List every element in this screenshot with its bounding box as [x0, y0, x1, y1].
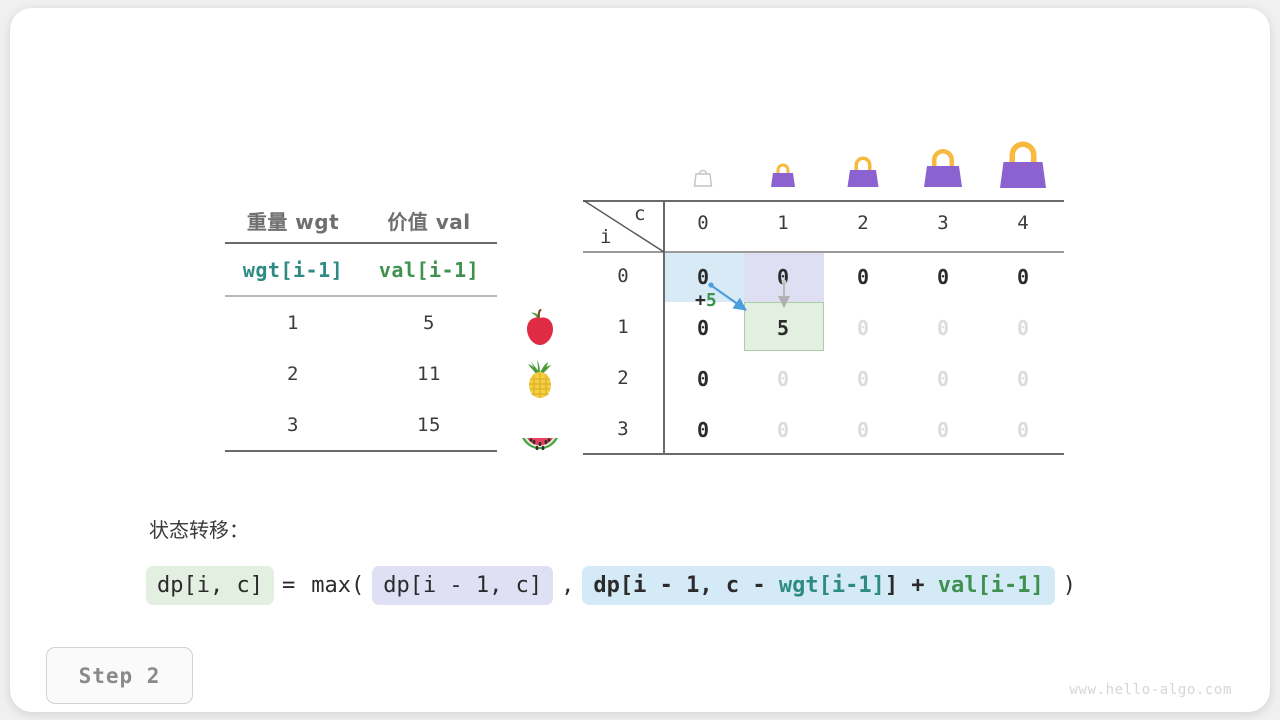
formula-close-paren: ) — [1062, 573, 1077, 598]
items-table-row-1: 1 5 — [225, 297, 497, 348]
item-2-weight: 2 — [287, 362, 299, 385]
dp-cell-2-4: 0 — [1016, 367, 1030, 391]
dp-cell-1-3: 0 — [936, 316, 950, 340]
col-header-3: 3 — [937, 212, 949, 234]
items-header-val: 价值 val — [387, 209, 471, 234]
dp-cell-1-1: 5 — [776, 316, 790, 340]
content-card: 重量 wgt 价值 val wgt[i-1] val[i-1] 1 5 2 11… — [10, 8, 1270, 712]
dp-cell-0-4: 0 — [1016, 265, 1030, 289]
items-table-rule-bottom — [225, 450, 497, 452]
dp-cell-2-3: 0 — [936, 367, 950, 391]
dp-cell-3-1: 0 — [776, 418, 790, 442]
dp-cell-1-0: 0 — [696, 316, 710, 340]
item-2-value: 11 — [417, 362, 441, 385]
bag-icon-capacity-2 — [823, 138, 903, 194]
dp-cell-3-2: 0 — [856, 418, 870, 442]
state-transition-label: 状态转移： — [149, 518, 249, 542]
formula-equals: = — [281, 573, 296, 598]
item-1-value: 5 — [423, 311, 435, 334]
items-header-wgt: 重量 wgt — [246, 209, 340, 234]
watermelon-icon — [516, 408, 564, 452]
dp-cell-1-2: 0 — [856, 316, 870, 340]
items-table-row-2: 2 11 — [225, 348, 497, 399]
formula-comma: , — [561, 573, 575, 598]
gain-plus-sign: + — [695, 290, 706, 311]
formula-max-open: max( — [311, 573, 365, 598]
gain-value: 5 — [705, 290, 717, 311]
items-table: 重量 wgt 价值 val wgt[i-1] val[i-1] 1 5 2 11… — [225, 198, 497, 452]
corner-diagonal-line — [583, 200, 665, 253]
bag-icon-capacity-1 — [743, 138, 823, 194]
gain-annotation: +5 — [695, 290, 717, 311]
item-3-weight: 3 — [287, 413, 299, 436]
bag-icon-capacity-3 — [903, 138, 983, 194]
formula-option2-val: val[i-1] — [937, 573, 1044, 598]
items-table-row-3: 3 15 — [225, 399, 497, 450]
items-subheader-wgt: wgt[i-1] — [242, 257, 344, 282]
item-3-value: 15 — [417, 413, 441, 436]
row-header-1: 1 — [617, 316, 629, 338]
pineapple-icon — [516, 357, 564, 401]
items-table-subheader-row: wgt[i-1] val[i-1] — [225, 244, 497, 295]
highlight-cell-blue — [664, 253, 744, 302]
col-header-1: 1 — [777, 212, 789, 234]
dp-cell-1-4: 0 — [1016, 316, 1030, 340]
row-header-0: 0 — [617, 265, 629, 287]
formula-option1-box: dp[i - 1, c] — [372, 566, 554, 605]
formula-option2-mid: ] + — [884, 573, 938, 598]
apple-icon — [516, 306, 564, 350]
formula-option2-wgt: wgt[i-1] — [778, 573, 885, 598]
axis-label-c: c — [634, 203, 646, 225]
matrix-rule-header — [583, 251, 1064, 253]
dp-cell-3-3: 0 — [936, 418, 950, 442]
dp-cell-3-0: 0 — [696, 418, 710, 442]
axis-label-i: i — [600, 226, 612, 248]
vertical-transition-arrow — [778, 279, 790, 308]
items-table-rule-mid — [225, 295, 497, 297]
row-header-2: 2 — [617, 367, 629, 389]
formula-option2-prefix: dp[i - 1, c - — [593, 573, 779, 598]
formula-option2-box: dp[i - 1, c - wgt[i-1]] + val[i-1] — [582, 566, 1055, 605]
col-header-2: 2 — [857, 212, 869, 234]
matrix-rule-bottom — [583, 453, 1064, 455]
diagonal-transition-arrow — [708, 282, 747, 311]
state-transition-formula: dp[i, c] = max( dp[i - 1, c] , dp[i - 1,… — [146, 566, 1084, 605]
dp-cell-0-2: 0 — [856, 265, 870, 289]
bag-icon-capacity-0 — [663, 138, 743, 194]
items-table-header-row: 重量 wgt 价值 val — [225, 198, 497, 242]
bag-icon-capacity-4 — [983, 138, 1063, 194]
watermark: www.hello-algo.com — [1069, 682, 1232, 698]
items-subheader-val: val[i-1] — [378, 257, 480, 282]
col-header-0: 0 — [697, 212, 709, 234]
item-1-weight: 1 — [287, 311, 299, 334]
dp-cell-0-3: 0 — [936, 265, 950, 289]
col-header-4: 4 — [1017, 212, 1029, 234]
formula-result-box: dp[i, c] — [146, 566, 274, 605]
items-table-rule-top — [225, 242, 497, 244]
dp-cell-2-1: 0 — [776, 367, 790, 391]
dp-cell-0-0: 0 — [696, 265, 710, 289]
dp-cell-3-4: 0 — [1016, 418, 1030, 442]
step-badge: Step 2 — [46, 647, 193, 704]
matrix-vertical-divider — [663, 200, 665, 453]
dp-cell-2-0: 0 — [696, 367, 710, 391]
dp-cell-2-2: 0 — [856, 367, 870, 391]
row-header-3: 3 — [617, 418, 629, 440]
matrix-rule-top — [583, 200, 1064, 202]
